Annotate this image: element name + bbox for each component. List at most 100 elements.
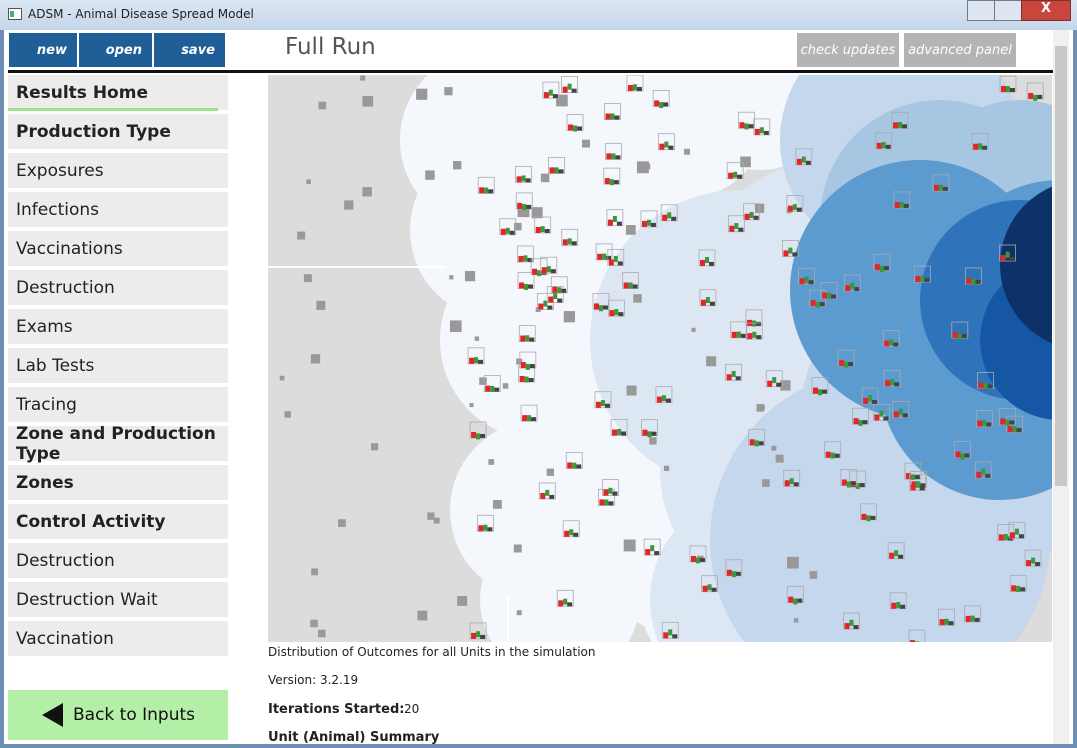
toolbar-button[interactable]: check updates bbox=[797, 33, 899, 67]
outcome-bar bbox=[699, 557, 705, 562]
nav-item[interactable]: Exposures bbox=[8, 153, 228, 188]
unit bbox=[513, 544, 522, 553]
outcome-bar bbox=[848, 362, 854, 367]
unit-icon bbox=[499, 218, 517, 236]
outcome-bar bbox=[546, 266, 551, 273]
outcome-bar bbox=[612, 491, 618, 496]
nav-item[interactable]: Vaccination bbox=[8, 621, 228, 656]
close[interactable]: X bbox=[1021, 0, 1071, 21]
unit-icon bbox=[938, 608, 955, 626]
outcome-bar bbox=[910, 473, 915, 480]
outcome-bar bbox=[841, 479, 847, 486]
outcome-bar bbox=[707, 584, 712, 591]
nav-item[interactable]: Zone and Production Type bbox=[8, 424, 228, 464]
outcome-bar bbox=[1014, 528, 1019, 535]
outcome-bar bbox=[964, 453, 970, 458]
outcome-bar bbox=[617, 428, 622, 435]
nav-item[interactable]: Production Type bbox=[8, 114, 228, 149]
outcome-bar bbox=[915, 276, 921, 283]
toolbar-button[interactable]: open bbox=[79, 33, 152, 67]
nav-item[interactable]: Results Home bbox=[8, 75, 228, 110]
outcome-bar bbox=[524, 283, 529, 290]
unit-icon bbox=[873, 404, 890, 421]
outcome-bar bbox=[787, 205, 793, 212]
unit bbox=[370, 443, 379, 451]
outcome-bar bbox=[690, 555, 696, 562]
unit-icon bbox=[891, 111, 909, 129]
nav-item[interactable]: Destruction bbox=[8, 543, 228, 578]
nav-item[interactable]: Zones bbox=[8, 465, 228, 500]
unit-icon bbox=[843, 274, 861, 292]
toolbar-button[interactable]: new bbox=[9, 33, 77, 67]
unit bbox=[756, 403, 765, 412]
outcome-bar bbox=[611, 153, 616, 160]
outcome-bar bbox=[853, 625, 859, 630]
nav-item[interactable]: Control Activity bbox=[8, 504, 228, 539]
outcome-bar bbox=[599, 305, 604, 312]
minimize[interactable] bbox=[967, 0, 995, 21]
outcome-bar bbox=[543, 92, 549, 99]
unit bbox=[311, 568, 319, 576]
outcome-bar bbox=[646, 219, 651, 226]
unit bbox=[625, 225, 636, 235]
unit-icon bbox=[534, 216, 552, 234]
nav-item[interactable]: Destruction bbox=[8, 270, 228, 305]
outcome-bar bbox=[933, 184, 939, 191]
outcome-bar bbox=[903, 203, 909, 208]
outcome-bar bbox=[784, 480, 790, 487]
outcome-bar bbox=[896, 602, 901, 609]
outcome-bar bbox=[656, 396, 662, 403]
toolbar-button[interactable]: advanced panel bbox=[904, 33, 1016, 67]
outcome-bar bbox=[557, 287, 562, 294]
outcome-bar bbox=[1031, 557, 1036, 564]
nav-item[interactable]: Vaccinations bbox=[8, 231, 228, 266]
unit-icon bbox=[561, 76, 579, 94]
scrollbar[interactable] bbox=[1053, 30, 1069, 744]
outcome-bar bbox=[749, 439, 755, 446]
outcome-bar bbox=[476, 631, 481, 638]
outcome-bar bbox=[1000, 255, 1006, 262]
outcome-bar bbox=[819, 302, 825, 307]
outcome-bar bbox=[609, 310, 615, 317]
outcome-bar bbox=[961, 334, 967, 339]
outcome-bar bbox=[558, 600, 564, 607]
outcome-bar bbox=[576, 464, 582, 469]
unit bbox=[284, 411, 291, 418]
nav-item[interactable]: Infections bbox=[8, 192, 228, 227]
outcome-bar bbox=[527, 415, 532, 422]
outcome-bar bbox=[858, 419, 863, 426]
unit-icon bbox=[782, 240, 799, 257]
unit bbox=[771, 445, 777, 451]
outcome-bar bbox=[966, 277, 972, 284]
outcome-bar bbox=[518, 255, 524, 262]
back-button[interactable]: Back to Inputs bbox=[8, 690, 228, 740]
unit-icon bbox=[861, 387, 879, 405]
outcome-bar bbox=[1000, 418, 1006, 425]
outcome-bar bbox=[919, 486, 925, 491]
outcome-bar bbox=[974, 617, 980, 622]
unit bbox=[279, 375, 285, 381]
version: Version: 3.2.19 bbox=[268, 673, 359, 687]
nav-item[interactable]: Lab Tests bbox=[8, 348, 228, 383]
outcome-bar bbox=[804, 276, 809, 283]
outcome-bar bbox=[671, 216, 677, 221]
toolbar-button[interactable]: save bbox=[154, 33, 225, 67]
outcome-bar bbox=[982, 420, 987, 427]
outcome-bar bbox=[879, 410, 884, 417]
unit-icon bbox=[726, 162, 744, 180]
outcome-bar bbox=[606, 153, 612, 160]
outcome-bar bbox=[1020, 587, 1026, 592]
unit-icon bbox=[538, 482, 556, 500]
maximize[interactable] bbox=[994, 0, 1022, 21]
outcome-bar bbox=[526, 204, 532, 209]
nav-item[interactable]: Exams bbox=[8, 309, 228, 344]
scroll-thumb[interactable] bbox=[1055, 46, 1067, 486]
nav-item[interactable]: Destruction Wait bbox=[8, 582, 228, 617]
unit-icon bbox=[1024, 549, 1042, 567]
outcome-bar bbox=[939, 619, 945, 626]
zone bbox=[1000, 186, 1052, 344]
outcome-bar bbox=[540, 492, 546, 499]
unit bbox=[449, 320, 462, 333]
nav-item[interactable]: Tracing bbox=[8, 387, 228, 422]
